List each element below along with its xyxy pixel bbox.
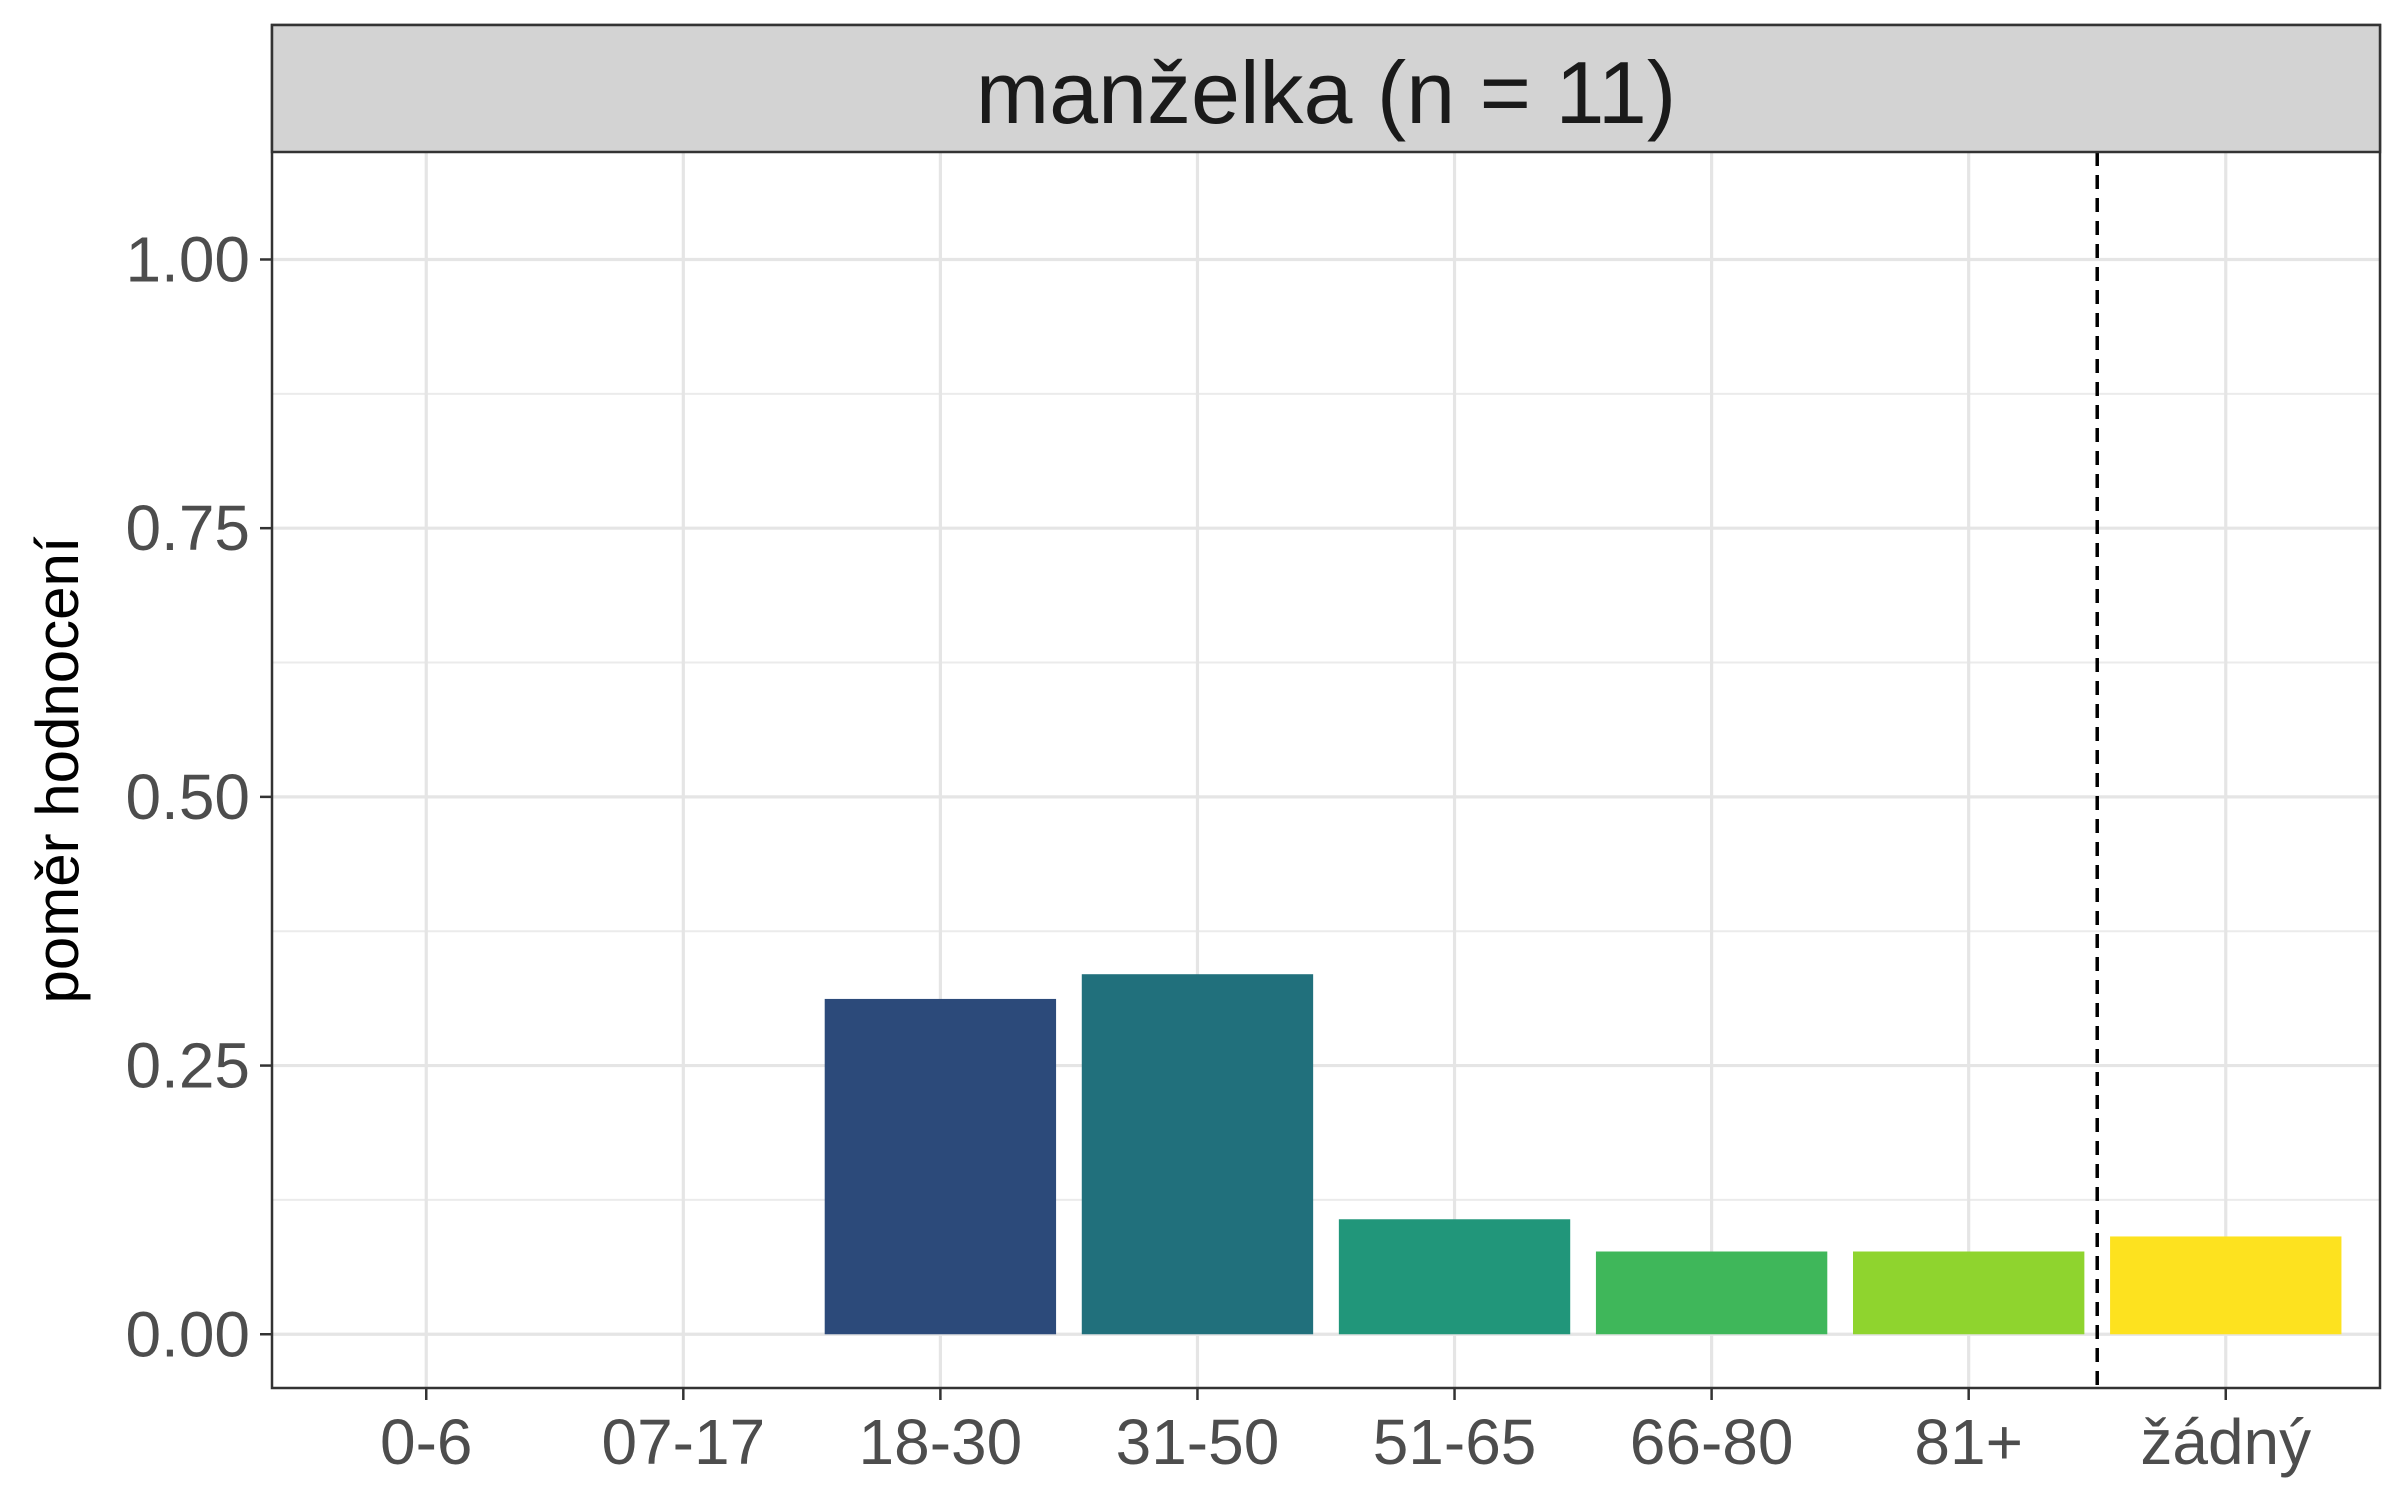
x-tick-label: 18-30 [859,1406,1023,1478]
bar-žádný [2110,1236,2342,1335]
bar-81+ [1853,1251,2085,1335]
x-tick-label: žádný [2140,1406,2311,1478]
x-tick-label: 07-17 [601,1406,765,1478]
bar-66-80 [1595,1251,1828,1335]
y-tick-label: 0.00 [125,1298,250,1370]
bar-18-30 [824,998,1057,1335]
x-tick-label: 31-50 [1116,1406,1280,1478]
y-axis: 0.00 0.25 0.50 0.75 1.00 [125,223,272,1370]
y-tick-label: 0.50 [125,761,250,833]
x-tick-label: 51-65 [1373,1406,1537,1478]
x-tick-label: 0-6 [380,1406,473,1478]
y-tick-label: 0.75 [125,492,250,564]
y-axis-label: poměr hodnocení [24,536,91,1003]
bars [824,974,2342,1335]
facet-strip [270,23,2382,154]
panel-background [272,152,2380,1388]
x-tick-label: 81+ [1914,1406,2023,1478]
x-axis: 0-6 07-17 18-30 31-50 51-65 66-80 81+ žádný [380,1388,2311,1478]
bar-51-65 [1338,1219,1571,1335]
facet-label: manželka (n = 11) [976,43,1676,142]
y-tick-label: 0.25 [125,1030,250,1102]
x-tick-label: 66-80 [1630,1406,1794,1478]
y-tick-label: 1.00 [125,223,250,295]
bar-31-50 [1081,974,1314,1335]
